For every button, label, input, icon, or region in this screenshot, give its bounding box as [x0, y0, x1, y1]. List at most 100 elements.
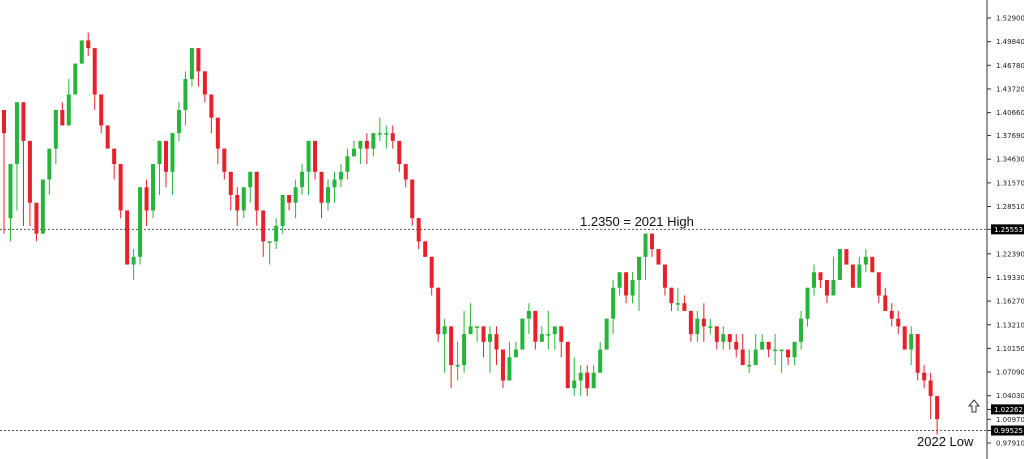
candle-body — [481, 326, 486, 342]
scroll-up-arrow-icon[interactable] — [967, 399, 981, 413]
candle-body — [585, 372, 590, 389]
candle-body — [2, 109, 6, 134]
candle-body — [773, 349, 778, 352]
tick-label: 0.97910 — [996, 440, 1024, 448]
candle-body — [669, 287, 674, 304]
tick-label: 1.31570 — [996, 179, 1024, 187]
candle-body — [799, 318, 804, 342]
candle-body — [598, 349, 603, 373]
candle-body — [520, 318, 525, 350]
tick-label: 1.34630 — [996, 156, 1024, 164]
candle-body — [189, 48, 194, 80]
candle-body — [857, 264, 862, 288]
candle-body — [436, 287, 441, 335]
candle-body — [779, 349, 784, 352]
candle-body — [79, 40, 84, 64]
candle-body — [358, 140, 363, 149]
candle-body — [105, 125, 110, 149]
candle-body — [351, 148, 356, 157]
candle-body — [306, 140, 311, 172]
candle-body — [118, 164, 123, 211]
candle-body — [131, 256, 136, 265]
annotation-2022-low: 2022 Low — [917, 434, 974, 449]
candle-body — [47, 148, 52, 180]
candles-group — [2, 32, 940, 435]
candle-body — [863, 256, 868, 265]
tick-label: 1.43720 — [996, 85, 1024, 93]
price-tag-label: 1.02262 — [994, 406, 1023, 414]
candle-body — [287, 194, 292, 203]
candle-body — [935, 395, 940, 420]
candle-body — [565, 341, 570, 389]
candle-body — [812, 272, 816, 288]
candle-body — [721, 334, 726, 342]
candle-body — [319, 171, 324, 203]
candle-body — [313, 140, 318, 172]
candle-body — [650, 233, 654, 250]
price-tag-label: 0.99525 — [994, 427, 1023, 435]
candle-body — [818, 272, 823, 281]
candle-body — [727, 334, 732, 342]
candle-body — [228, 171, 233, 195]
candle-body — [60, 109, 65, 126]
candle-body — [682, 303, 687, 311]
candle-body — [300, 171, 305, 188]
candle-body — [429, 256, 434, 288]
candle-body — [92, 48, 97, 95]
candle-body — [274, 225, 279, 242]
candle-body — [66, 94, 71, 126]
candle-body — [488, 334, 492, 342]
candle-body — [617, 272, 622, 288]
candle-body — [902, 326, 907, 350]
level-lines — [0, 228, 987, 432]
tick-label: 1.13210 — [996, 321, 1024, 329]
candle-body — [643, 233, 648, 257]
candle-body — [753, 349, 758, 366]
annotation-2021-high: 1.2350 = 2021 High — [580, 214, 694, 229]
candle-body — [915, 334, 920, 373]
candle-body — [889, 310, 894, 319]
candle-body — [552, 326, 557, 335]
candle-body — [611, 287, 616, 319]
candle-body — [624, 272, 629, 296]
candle-body — [235, 194, 240, 211]
tick-label: 1.46780 — [996, 62, 1024, 70]
candle-body — [53, 109, 58, 149]
candle-body — [222, 148, 227, 172]
candle-body — [604, 318, 609, 350]
candle-body — [157, 140, 162, 165]
candle-body — [196, 48, 201, 72]
tick-label: 1.04030 — [996, 392, 1024, 400]
candle-body — [695, 318, 700, 335]
candle-body — [138, 187, 143, 257]
candle-body — [377, 133, 382, 135]
candle-body — [241, 187, 246, 211]
candle-body — [688, 310, 693, 335]
candle-body — [267, 241, 272, 243]
candle-body — [714, 326, 719, 342]
candle-body — [870, 256, 875, 273]
candle-body — [73, 63, 78, 95]
candle-body — [747, 365, 752, 367]
candle-body — [164, 140, 168, 172]
price-tag-label: 1.25553 — [994, 226, 1023, 234]
candle-body — [345, 156, 350, 172]
price-tag — [991, 404, 1024, 415]
candle-body — [40, 179, 45, 234]
candle-body — [928, 380, 933, 396]
candle-body — [507, 357, 512, 381]
candle-body — [850, 264, 855, 288]
candle-body — [209, 94, 214, 118]
tick-label: 1.22390 — [996, 250, 1024, 258]
candle-body — [144, 187, 149, 211]
price-tag — [991, 224, 1024, 235]
candle-body — [371, 133, 376, 149]
candle-body — [403, 164, 408, 180]
tick-label: 1.19330 — [996, 274, 1024, 282]
candle-body — [326, 187, 330, 203]
candle-body — [27, 140, 32, 203]
candle-body — [831, 280, 836, 296]
candle-body — [442, 326, 447, 335]
candle-body — [390, 133, 395, 141]
candle-body — [805, 287, 810, 319]
